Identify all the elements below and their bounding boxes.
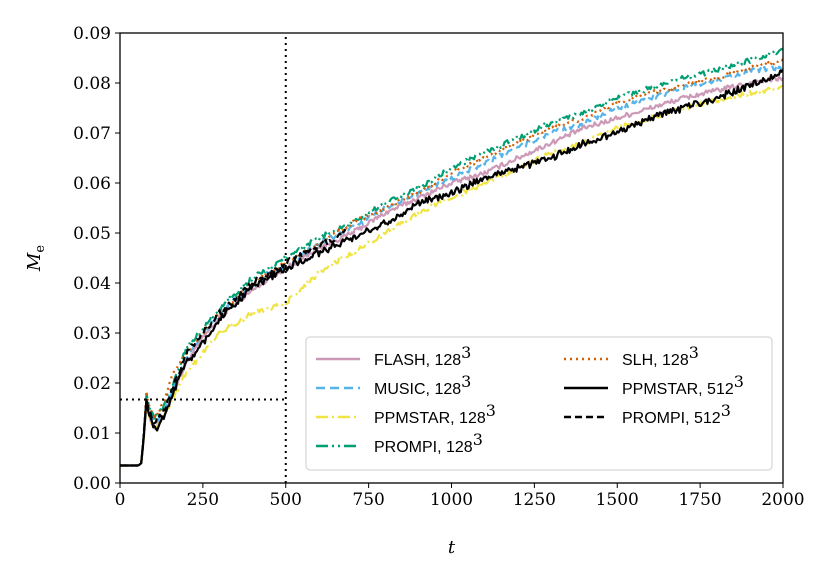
y-tick-label: 0.05 <box>73 224 111 244</box>
legend-entry: PPMSTAR, 5123 <box>622 372 744 398</box>
series-line <box>120 69 783 467</box>
legend-entry: FLASH, 1283 <box>374 343 471 369</box>
x-tick-label: 250 <box>187 490 219 510</box>
y-tick-label: 0.00 <box>73 474 111 494</box>
legend-entry: PROMPI, 5123 <box>622 401 731 427</box>
x-tick-label: 750 <box>352 490 384 510</box>
y-tick-label: 0.07 <box>73 124 111 144</box>
legend-entry: SLH, 1283 <box>622 343 699 369</box>
legend: FLASH, 1283 MUSIC, 1283 PPMSTAR, 1283 PROMP… <box>305 336 773 471</box>
x-axis-title: t <box>448 537 456 558</box>
x-tick-label: 2000 <box>761 490 804 510</box>
x-tick-label: 500 <box>270 490 302 510</box>
y-axis: 0.00 0.01 0.02 0.03 0.04 0.05 0.06 0.07 0.08 0.09 <box>73 24 120 494</box>
x-tick-label: 0 <box>115 490 126 510</box>
series-line <box>120 58 783 467</box>
legend-entry: PPMSTAR, 1283 <box>374 401 496 427</box>
y-axis-title: Me <box>24 245 48 272</box>
series-line <box>120 228 347 467</box>
x-tick-label: 1000 <box>430 490 473 510</box>
x-axis: 0 250 500 750 1000 1250 1500 1750 2000 <box>115 483 805 510</box>
y-tick-label: 0.06 <box>73 174 111 194</box>
y-tick-label: 0.03 <box>73 324 111 344</box>
y-tick-label: 0.08 <box>73 74 111 94</box>
plot-lines <box>120 47 783 467</box>
legend-entry: PROMPI, 1283 <box>374 430 483 456</box>
x-tick-label: 1750 <box>678 490 721 510</box>
legend-box <box>305 336 773 471</box>
series-line <box>120 47 783 467</box>
y-tick-label: 0.01 <box>73 424 111 444</box>
legend-entry: MUSIC, 1283 <box>374 372 471 398</box>
y-tick-label: 0.02 <box>73 374 111 394</box>
y-tick-label: 0.04 <box>73 274 111 294</box>
reference-lines <box>120 33 287 483</box>
x-tick-label: 1250 <box>513 490 556 510</box>
x-tick-label: 1500 <box>596 490 639 510</box>
y-tick-label: 0.09 <box>73 24 111 44</box>
